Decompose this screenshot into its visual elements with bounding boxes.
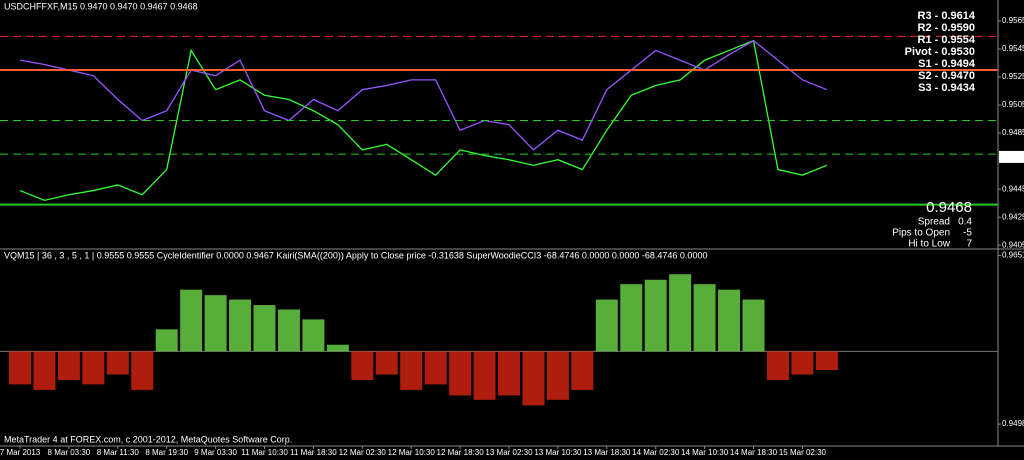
info-value: 0.4 bbox=[958, 217, 972, 228]
histogram-bar bbox=[693, 284, 716, 352]
info-label: Pips to Open bbox=[892, 228, 950, 239]
y-tick-label: 0.9505 bbox=[1002, 100, 1024, 109]
y-tick-label: 0.9651 bbox=[1002, 251, 1024, 260]
histogram-bar bbox=[204, 295, 227, 352]
histogram-bar bbox=[620, 284, 643, 352]
info-value: 7 bbox=[966, 239, 972, 250]
x-tick-label: 13 Mar 10:30 bbox=[534, 448, 582, 457]
price-marker-box bbox=[999, 150, 1024, 163]
pivot-label: Pivot - 0.9530 bbox=[905, 46, 975, 58]
histogram-bar bbox=[742, 299, 765, 352]
y-tick-label: 0.9485 bbox=[1002, 128, 1024, 137]
histogram-bar bbox=[473, 351, 496, 400]
pivot-label: R1 - 0.9554 bbox=[918, 34, 976, 46]
x-tick-label: 9 Mar 03:30 bbox=[194, 448, 237, 457]
x-tick-label: 14 Mar 18:30 bbox=[730, 448, 778, 457]
histogram-bar bbox=[229, 299, 252, 352]
histogram-bar bbox=[424, 351, 447, 385]
y-tick-label: 0.9498 bbox=[1002, 419, 1024, 428]
info-label: Hi to Low bbox=[908, 239, 950, 250]
histogram-bar bbox=[669, 274, 692, 352]
info-value: -5 bbox=[963, 228, 972, 239]
histogram-bar bbox=[644, 279, 667, 352]
histogram-bar bbox=[106, 351, 129, 375]
histogram-bar bbox=[253, 305, 276, 352]
histogram-bar bbox=[400, 351, 423, 390]
price-marker: 0.9468 bbox=[1000, 152, 1024, 161]
info-price: 0.9468 bbox=[926, 199, 972, 216]
histogram-bar bbox=[57, 351, 80, 380]
x-tick-label: 8 Mar 03:30 bbox=[48, 448, 91, 457]
histogram-bar bbox=[33, 351, 56, 390]
histogram-bar bbox=[155, 329, 178, 352]
x-tick-label: 7 Mar 2013 bbox=[0, 448, 41, 457]
footer: MetaTrader 4 at FOREX.com, c 2001-2012, … bbox=[4, 434, 292, 444]
pivot-label: S2 - 0.9470 bbox=[918, 70, 975, 82]
pivot-label: S1 - 0.9494 bbox=[918, 58, 976, 70]
histogram-bar bbox=[180, 289, 203, 352]
histogram-bar bbox=[326, 344, 349, 352]
y-tick-label: 0.9525 bbox=[1002, 72, 1024, 81]
info-label: Spread bbox=[918, 217, 950, 228]
x-tick-label: 14 Mar 02:30 bbox=[632, 448, 680, 457]
x-tick-label: 12 Mar 02:30 bbox=[339, 448, 387, 457]
x-tick-label: 13 Mar 02:30 bbox=[485, 448, 533, 457]
histogram-bar bbox=[718, 289, 741, 352]
histogram-bar bbox=[449, 351, 472, 396]
histogram-bar bbox=[791, 351, 814, 375]
pivot-label: R2 - 0.9590 bbox=[918, 22, 975, 34]
x-tick-label: 11 Mar 18:30 bbox=[290, 448, 337, 457]
histogram-bar bbox=[9, 351, 31, 385]
histogram-bar bbox=[571, 351, 594, 390]
indicator-title: VQM15 | 36 , 3 , 5 , 1 | 0.9555 0.9555 C… bbox=[4, 250, 707, 260]
histogram-bar bbox=[595, 299, 618, 352]
x-tick-label: 12 Mar 10:30 bbox=[388, 448, 436, 457]
x-tick-label: 14 Mar 10:30 bbox=[681, 448, 729, 457]
histogram-bar bbox=[302, 319, 325, 352]
y-tick-label: 0.9405 bbox=[1002, 240, 1024, 249]
histogram-bar bbox=[815, 351, 838, 371]
histogram-bar bbox=[82, 351, 105, 385]
y-tick-label: 0.9425 bbox=[1002, 212, 1024, 221]
pivot-label: S3 - 0.9434 bbox=[918, 82, 976, 94]
histogram-bar bbox=[375, 351, 398, 375]
x-tick-label: 13 Mar 18:30 bbox=[583, 448, 631, 457]
y-tick-label: 0.9445 bbox=[1002, 184, 1024, 193]
histogram-bar bbox=[498, 351, 520, 396]
histogram-bar bbox=[546, 351, 569, 400]
x-tick-label: 15 Mar 02:30 bbox=[779, 448, 827, 457]
histogram-bar bbox=[522, 351, 545, 406]
x-tick-label: 8 Mar 19:30 bbox=[145, 448, 188, 457]
x-tick-label: 8 Mar 11:30 bbox=[97, 448, 140, 457]
histogram-bar bbox=[277, 309, 300, 352]
x-tick-label: 11 Mar 10:30 bbox=[241, 448, 288, 457]
histogram-bar bbox=[131, 351, 154, 390]
y-tick-label: 0.9545 bbox=[1002, 44, 1024, 53]
x-tick-label: 12 Mar 18:30 bbox=[437, 448, 485, 457]
pivot-label: R3 - 0.9614 bbox=[918, 10, 976, 22]
price-line bbox=[19, 39, 828, 151]
histogram-bar bbox=[351, 351, 374, 380]
y-tick-label: 0.9565 bbox=[1002, 16, 1024, 25]
chart-title: USDCHFFXF,M15 0.9470 0.9470 0.9467 0.946… bbox=[4, 1, 198, 11]
histogram-bar bbox=[766, 351, 789, 380]
